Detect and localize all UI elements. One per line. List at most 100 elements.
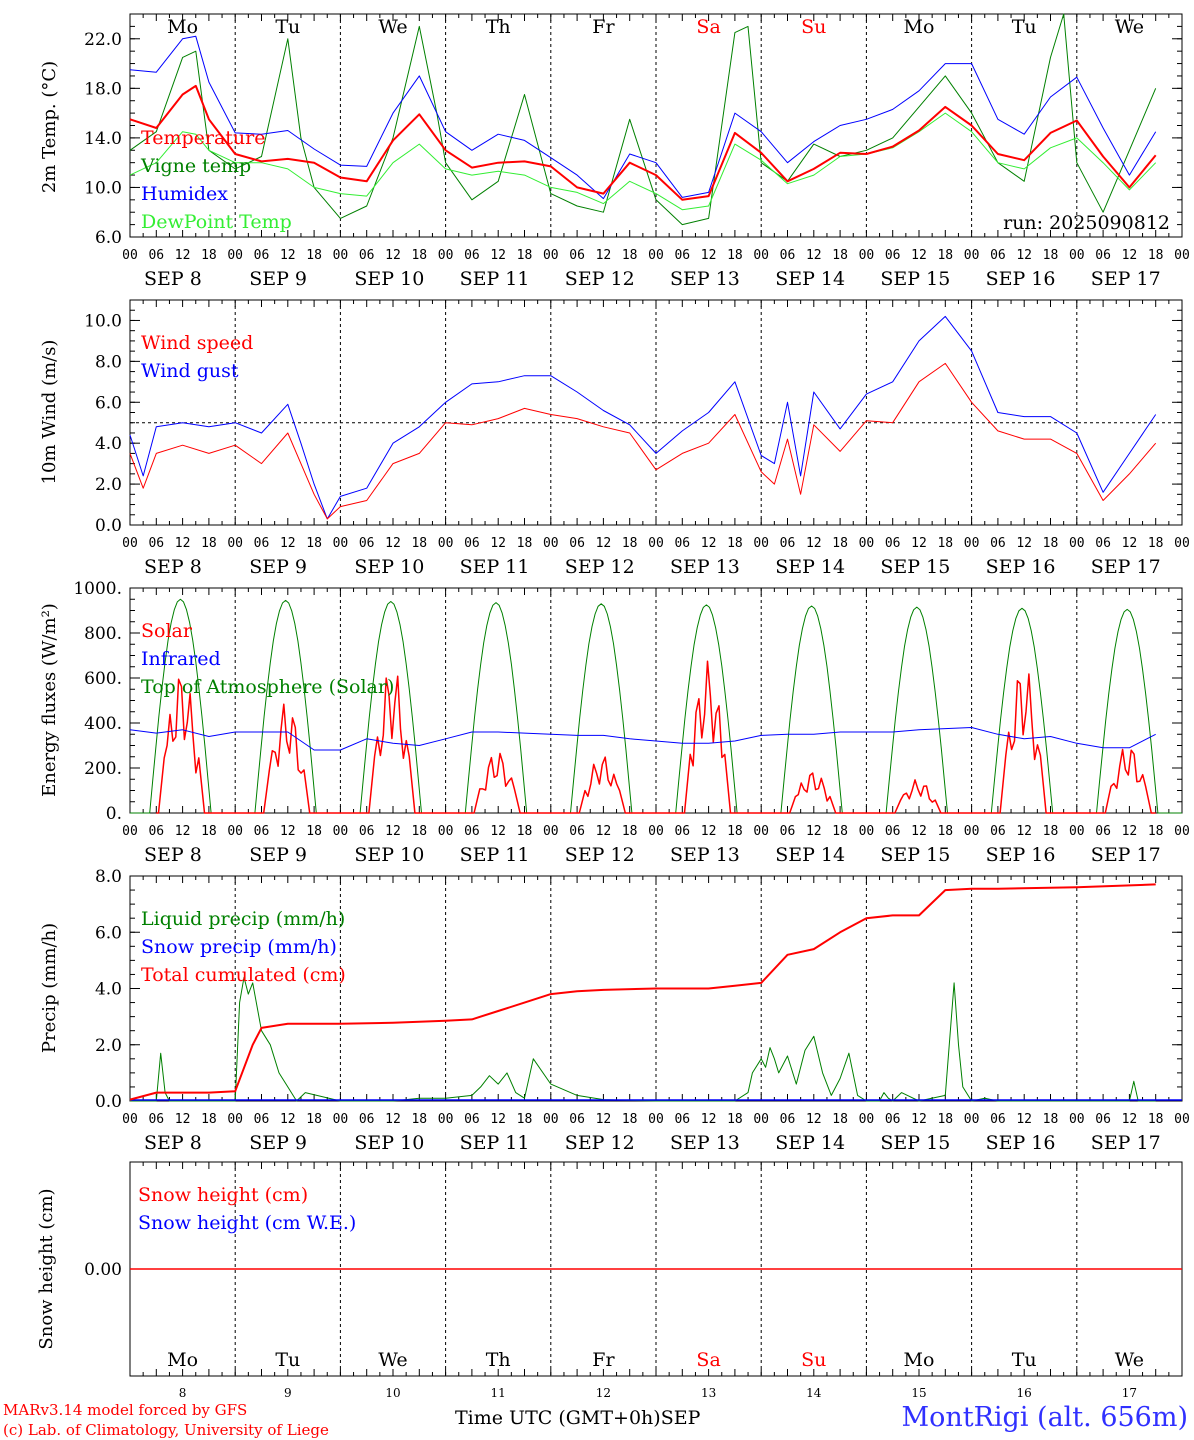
day-name-top: Th [486, 16, 511, 38]
panel-frame [129, 587, 1183, 814]
y-tick-label: 18.0 [84, 79, 122, 99]
hour-label: 12 [806, 248, 822, 263]
hour-label: 12 [911, 1112, 927, 1127]
hour-label: 00 [333, 824, 349, 839]
series-dewpoint-temp [129, 112, 1157, 211]
hour-label: 00 [543, 536, 559, 551]
hour-label: 18 [832, 1112, 848, 1127]
date-label: SEP 14 [775, 844, 845, 866]
date-label: SEP 13 [670, 1132, 740, 1154]
date-label: SEP 12 [565, 1132, 635, 1154]
hour-label: 00 [964, 536, 980, 551]
hour-label: 12 [701, 824, 717, 839]
hour-label: 12 [701, 536, 717, 551]
hour-label: 12 [490, 536, 506, 551]
hour-label: 00 [333, 536, 349, 551]
hour-label: 12 [911, 536, 927, 551]
date-label: SEP 13 [670, 556, 740, 578]
legend-entry: Solar [141, 620, 193, 642]
hour-label: 00 [1069, 824, 1085, 839]
hour-label: 06 [990, 1112, 1006, 1127]
legend-entry: Temperature [141, 127, 265, 149]
legend-entry: Snow height (cm) [138, 1184, 308, 1206]
y-tick-label: 4.0 [95, 980, 122, 1000]
hour-label: 06 [990, 824, 1006, 839]
hour-label: 06 [780, 824, 796, 839]
hour-label: 18 [832, 824, 848, 839]
legend-entry: Infrared [141, 648, 221, 670]
hour-label: 18 [622, 536, 638, 551]
hour-label: 06 [569, 536, 585, 551]
hour-label: 12 [490, 248, 506, 263]
hour-label: 06 [254, 536, 270, 551]
hour-label: 18 [937, 248, 953, 263]
y-axis-label: Snow height (cm) [36, 1188, 57, 1349]
y-axis-label: Precip (mm/h) [39, 923, 60, 1053]
hour-label: 00 [859, 536, 875, 551]
hour-label: 18 [411, 1112, 427, 1127]
legend-entry: Wind speed [141, 332, 253, 354]
y-tick-label: 4.0 [95, 434, 122, 454]
hour-label: 00 [859, 248, 875, 263]
series-layer [129, 13, 1182, 1270]
day-name-top: Sa [696, 16, 720, 38]
hour-label: 06 [148, 248, 164, 263]
legend-entry: Snow height (cm W.E.) [138, 1212, 356, 1234]
day-number: 16 [1017, 1386, 1032, 1400]
hour-label: 00 [333, 248, 349, 263]
y-tick-label: 800. [84, 624, 122, 644]
hour-label: 06 [464, 536, 480, 551]
hour-label: 06 [885, 824, 901, 839]
hour-label: 00 [227, 248, 243, 263]
date-label: SEP 12 [565, 844, 635, 866]
legend-entry: Top of Atmosphere (Solar) [141, 676, 394, 698]
day-number: 17 [1122, 1386, 1137, 1400]
date-label: SEP 16 [986, 844, 1056, 866]
hour-label: 12 [1122, 1112, 1138, 1127]
hour-label: 18 [306, 536, 322, 551]
hour-label: 06 [148, 536, 164, 551]
hour-label: 00 [122, 248, 138, 263]
hour-label: 00 [753, 536, 769, 551]
date-label: SEP 17 [1091, 844, 1161, 866]
date-label: SEP 14 [775, 1132, 845, 1154]
y-tick-label: 0. [106, 804, 122, 824]
day-name-bottom: We [1115, 1349, 1144, 1371]
date-label: SEP 9 [249, 268, 307, 290]
hour-label: 18 [201, 248, 217, 263]
hour-label: 18 [1043, 536, 1059, 551]
day-name-top: Tu [275, 16, 300, 38]
hour-label: 18 [937, 536, 953, 551]
hour-label: 12 [280, 824, 296, 839]
hour-label: 00 [227, 536, 243, 551]
hour-label: 12 [385, 824, 401, 839]
hour-label: 00 [859, 1112, 875, 1127]
legend-entry: Snow precip (mm/h) [141, 936, 337, 958]
hour-label: 12 [1122, 248, 1138, 263]
hour-label: 00 [648, 248, 664, 263]
y-tick-label: 14.0 [84, 129, 122, 149]
day-name-bottom: Tu [275, 1349, 300, 1371]
hour-label: 06 [1095, 536, 1111, 551]
day-number: 15 [911, 1386, 926, 1400]
station-title: MontRigi (alt. 656m) [901, 1402, 1188, 1433]
date-label: SEP 9 [249, 844, 307, 866]
month-label: SEP [660, 1407, 701, 1429]
hour-label: 18 [517, 824, 533, 839]
hour-label: 00 [543, 1112, 559, 1127]
hour-label: 06 [569, 248, 585, 263]
hour-label: 00 [964, 248, 980, 263]
y-axis-label: Energy fluxes (W/m²) [39, 603, 60, 797]
legend-entry: Humidex [141, 183, 228, 205]
date-label: SEP 15 [880, 1132, 950, 1154]
legend-entry: DewPoint Temp [141, 211, 292, 233]
hour-label: 12 [596, 536, 612, 551]
hour-label: 00 [1069, 1112, 1085, 1127]
legend-entry: Liquid precip (mm/h) [141, 908, 345, 930]
hour-label: 06 [1095, 824, 1111, 839]
hour-label: 18 [517, 536, 533, 551]
hour-label: 06 [1095, 1112, 1111, 1127]
hour-label: 00 [1174, 536, 1190, 551]
hour-label: 12 [701, 248, 717, 263]
